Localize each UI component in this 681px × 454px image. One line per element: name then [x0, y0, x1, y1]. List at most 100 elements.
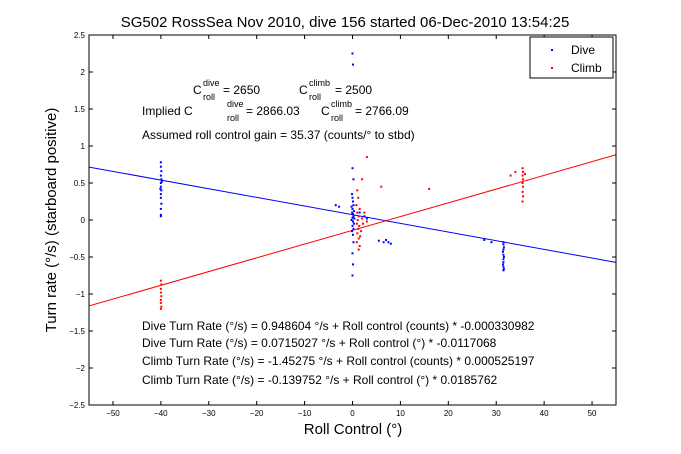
dive-point: [389, 242, 392, 245]
y-tick-label: 2.5: [74, 31, 86, 40]
dive-point: [502, 246, 505, 249]
dive-point: [351, 274, 354, 277]
y-tick-label: 0: [81, 216, 86, 225]
climb-point: [514, 170, 517, 173]
climb-point: [356, 219, 359, 221]
climb-point: [159, 287, 162, 290]
y-tick-label: −1: [76, 290, 86, 299]
dive-point: [351, 193, 354, 196]
plot-area: −50 −40 −30 −20 −10 0 10 20 30 40 50 −2.5−2−1.5−1−…: [69, 31, 617, 418]
x-axis: −50 −40 −30 −20 −10 0 10 20 30 40 50: [106, 35, 597, 418]
climb-point: [356, 211, 359, 214]
dive-point: [160, 178, 163, 181]
c-climb-superscript: climb: [309, 78, 330, 88]
dive-point: [358, 211, 361, 214]
c-dive-subscript: roll: [203, 92, 215, 102]
fit-equation-dive-degrees: Dive Turn Rate (°/s) = 0.0715027 °/s + R…: [142, 336, 497, 350]
dive-point: [502, 241, 505, 244]
dive-point: [159, 207, 162, 210]
dive-point: [501, 263, 504, 266]
x-tick-label: 30: [492, 409, 501, 418]
climb-point: [357, 237, 360, 240]
dive-point: [502, 256, 505, 258]
climb-point: [360, 230, 363, 233]
climb-point: [521, 167, 524, 170]
dive-point: [385, 238, 388, 241]
dive-point: [502, 269, 505, 272]
climb-point: [365, 156, 368, 159]
dive-point: [352, 178, 355, 181]
c-climb-symbol: C: [299, 83, 308, 97]
climb-point: [521, 190, 524, 193]
dive-point: [160, 170, 163, 173]
dive-point: [352, 241, 355, 244]
x-tick-label: −20: [250, 409, 264, 418]
dive-point: [352, 227, 355, 230]
dive-point: [351, 200, 354, 203]
climb-point: [365, 220, 368, 223]
dive-point: [502, 261, 505, 264]
climb-point: [357, 248, 360, 251]
climb-point: [357, 227, 360, 230]
climb-point: [362, 222, 365, 225]
dive-point: [502, 248, 505, 251]
climb-point: [356, 232, 359, 235]
climb-point: [380, 185, 383, 188]
y-axis: −2.5 −2 −1.5 −1 −0.5 0 0.5 1 1.5 2 2.5: [69, 31, 616, 410]
dive-point: [352, 210, 355, 213]
roll-coefficients: C dive roll = 2650 C climb roll = 2500 I…: [142, 78, 415, 142]
y-tick-label: 0.5: [74, 179, 86, 188]
x-tick-label: 40: [540, 409, 549, 418]
climb-point: [521, 200, 524, 203]
dive-point: [351, 63, 354, 66]
x-tick-label: −10: [298, 409, 312, 418]
y-tick-label: 1.5: [74, 105, 86, 114]
implied-dive-value: = 2866.03: [246, 104, 300, 118]
dive-point: [159, 161, 162, 164]
implied-climb-value: = 2766.09: [355, 104, 409, 118]
fit-equation-climb-degrees: Climb Turn Rate (°/s) = -0.139752 °/s + …: [142, 373, 498, 387]
fit-equations: Dive Turn Rate (°/s) = 0.948604 °/s + Ro…: [142, 319, 535, 387]
dive-point: [363, 215, 366, 218]
dive-point: [377, 239, 380, 242]
y-tick-label: −2: [76, 364, 86, 373]
dive-point: [502, 265, 505, 268]
x-tick-label: 50: [588, 409, 597, 418]
dive-point: [159, 196, 162, 199]
fit-equation-climb-counts: Climb Turn Rate (°/s) = -1.45275 °/s + R…: [142, 354, 535, 368]
climb-point: [521, 182, 524, 184]
data-points: [159, 52, 526, 310]
dive-point: [338, 205, 341, 208]
x-tick-label: 0: [350, 409, 355, 418]
climb-point: [160, 283, 163, 286]
legend: Dive Climb: [529, 36, 614, 79]
c-dive-superscript: dive: [203, 78, 220, 88]
c-dive-value: = 2650: [223, 83, 260, 97]
climb-point: [359, 235, 362, 238]
dive-point: [160, 202, 163, 205]
implied-climb-symbol: C: [321, 104, 330, 118]
legend-label-climb: Climb: [571, 61, 602, 75]
dive-point: [502, 253, 505, 256]
dive-point: [502, 243, 505, 246]
climb-point: [355, 241, 358, 244]
dive-point: [159, 165, 162, 168]
roll-gain-note: Assumed roll control gain = 35.37 (count…: [142, 128, 415, 142]
dive-point: [351, 207, 354, 210]
implied-prefix: Implied C: [142, 104, 193, 118]
climb-point: [523, 173, 526, 176]
dive-point: [351, 252, 354, 255]
y-tick-label: 1: [81, 142, 86, 151]
climb-point: [159, 279, 162, 282]
climb-point: [361, 217, 364, 220]
y-tick-label: −1.5: [69, 327, 85, 336]
climb-point: [355, 222, 358, 225]
climb-point: [159, 298, 162, 301]
dive-point: [382, 241, 385, 244]
dive-point: [365, 217, 368, 220]
climb-point: [159, 307, 162, 310]
y-tick-label: 2: [81, 68, 86, 77]
climb-point: [363, 211, 366, 214]
dive-point: [351, 263, 354, 266]
climb-point: [522, 185, 525, 188]
